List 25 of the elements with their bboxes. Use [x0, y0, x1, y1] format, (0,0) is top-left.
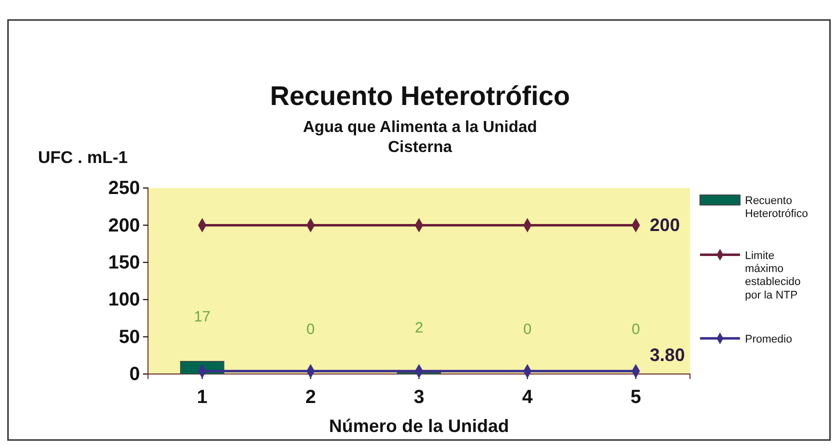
- y-tick-label: 100: [108, 290, 140, 311]
- data-label: 2: [414, 320, 424, 337]
- legend-label: Recuento Heterotrófico: [745, 195, 808, 220]
- data-label: 0: [306, 321, 315, 338]
- y-tick-label: 200: [108, 215, 140, 236]
- x-axis-title: Número de la Unidad: [328, 416, 510, 436]
- data-label: 0: [632, 321, 640, 338]
- chart-subtitle: Agua que Alimenta a la Unidad Cisterna: [302, 119, 538, 156]
- data-label: 0: [523, 321, 532, 338]
- y-tick-label: 50: [118, 326, 140, 348]
- chart-title: Recuento Heterotrófico: [270, 81, 570, 111]
- x-tick-label: 3: [414, 386, 424, 408]
- y-axis-title: UFC . mL-1: [38, 148, 128, 167]
- data-label: 3.80: [650, 345, 685, 366]
- y-tick-label: 150: [108, 252, 140, 274]
- x-tick-label: 5: [630, 386, 642, 408]
- data-label: 200: [650, 215, 680, 236]
- legend-label: Promedio: [745, 333, 792, 346]
- legend-label: Limite máximo establecido por la NTP: [745, 250, 801, 302]
- y-tick-label: 250: [108, 178, 140, 200]
- data-label: 17: [194, 308, 211, 326]
- x-tick-label: 1: [196, 386, 208, 408]
- x-tick-label: 4: [522, 386, 534, 408]
- y-tick-label: 0: [129, 364, 140, 386]
- x-tick-label: 2: [305, 386, 316, 408]
